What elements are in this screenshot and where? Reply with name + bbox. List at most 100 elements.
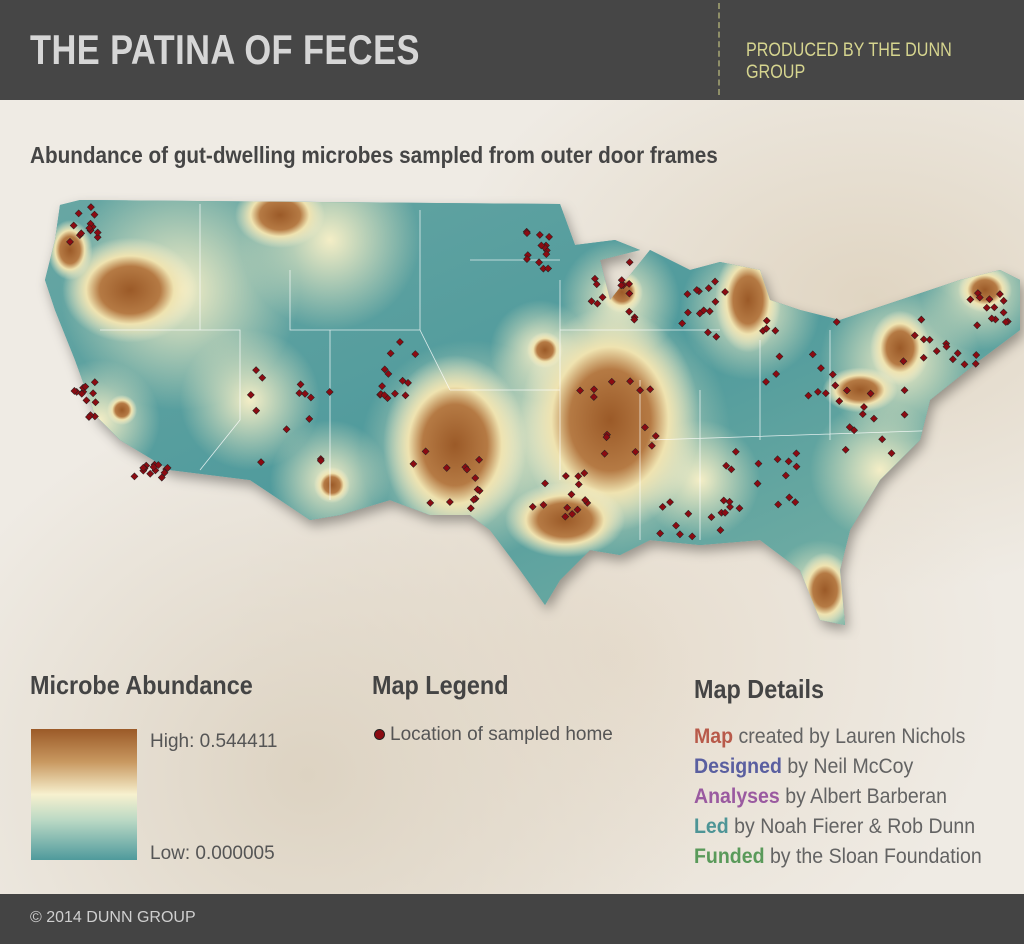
sample-point [561,472,570,480]
sample-point [845,423,854,432]
sample-point [900,410,909,419]
sample-point [89,389,97,398]
sample-point [878,435,887,444]
sample-point [721,288,729,296]
sample-point [785,493,794,502]
sample-point [544,264,553,273]
sample-point [646,385,655,394]
sample-point [90,210,99,219]
sample-point [602,433,611,442]
sample-point [684,308,692,317]
sample-point [573,505,582,514]
sample-point [678,319,687,328]
sample-point [85,413,93,421]
sample-point [683,290,692,299]
sample-point [576,386,584,395]
sample-point [719,496,728,505]
sample-point [784,457,793,466]
sample-point [630,315,639,324]
sample-point [295,389,304,398]
sample-point [157,473,166,482]
sample-point [69,221,78,230]
sample-point [82,396,91,405]
sample-point [711,277,719,286]
sample-point [966,295,975,304]
abundance-hotspot [870,310,930,386]
sample-point [301,389,309,398]
sample-point [910,331,919,340]
sample-point [90,378,99,387]
sample-point [973,321,982,330]
sample-point [163,464,172,472]
sample-point [626,377,635,386]
abundance-hotspot [314,467,350,503]
us-heatmap [45,200,1020,625]
state-borders [100,204,951,540]
sample-point [384,369,393,378]
legend-heading: Map Legend [372,670,509,700]
sample-point [316,456,325,465]
sample-point [676,530,684,539]
sample-point [858,410,867,419]
sample-point [589,393,598,401]
sample-point [398,376,407,385]
sample-point [949,355,957,364]
sample-point [146,469,155,478]
sample-point [475,455,484,464]
sample-point [523,255,531,263]
sample-point [469,495,478,504]
warm-zone [180,330,320,470]
sample-point [775,352,784,361]
credit-text: by Neil McCoy [781,755,914,778]
sample-point [411,350,420,358]
sample-point [870,414,878,423]
sample-point [380,391,389,400]
sample-point [77,389,86,398]
credit-text: by Noah Fierer & Rob Dunn [728,815,976,838]
sample-point [246,390,255,399]
sample-point [808,350,817,359]
sample-point [771,326,780,335]
sample-point [409,460,418,468]
sample-point [574,472,583,481]
sample-point [85,224,94,232]
sample-point [74,209,83,218]
sample-point [139,463,148,472]
sample-point [625,280,633,288]
sample-point [617,281,626,290]
abundance-hotspot [715,247,781,353]
sample-point [305,415,314,423]
sample-point [942,342,951,351]
sample-point [754,459,763,468]
sample-dot-icon [374,729,385,741]
producer-credit: PRODUCED BY THE DUNN GROUP [746,40,952,83]
abundance-hotspot [798,552,852,625]
sample-point [160,468,169,477]
sample-point [651,432,660,440]
sample-point [66,237,74,246]
sample-point [735,504,744,513]
sample-point [580,469,589,478]
sample-point [860,403,868,411]
sample-point [149,463,158,471]
sample-point [804,391,813,400]
sample-point [753,479,762,488]
sample-point [539,264,548,273]
abundance-hotspot [527,332,563,368]
sample-point [722,461,731,470]
credit-role: Designed [694,755,782,778]
sample-point [523,229,531,238]
sample-point [535,258,543,267]
sample-point [707,513,716,521]
sample-point [463,465,471,474]
sample-point [1001,318,1010,326]
sample-point [919,335,928,344]
sample-point [762,324,771,333]
footer-bar [0,894,1024,944]
sample-point [731,447,740,456]
sample-point [711,297,720,306]
sample-point [590,385,598,394]
sample-point [925,335,934,344]
credit-role: Map [694,725,734,748]
legend-item-label: Location of sampled home [390,724,613,745]
